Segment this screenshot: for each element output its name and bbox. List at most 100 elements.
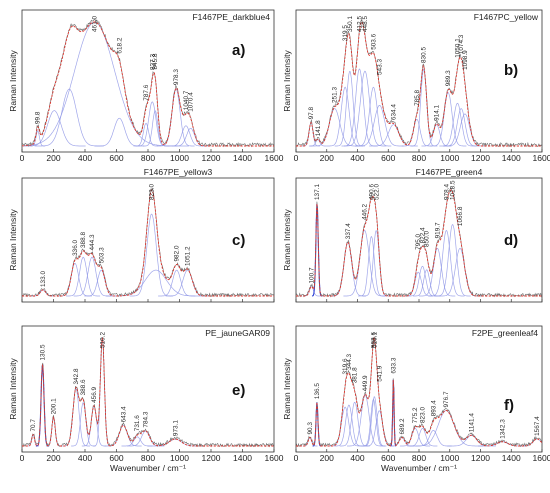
component-band [334,71,365,147]
peak-label: 543.3 [377,59,384,75]
x-tick-label: 1600 [265,453,284,463]
peak-label: 130.5 [40,344,47,360]
peak-label: 982.0 [174,245,181,261]
peak-label: 137.1 [314,184,321,200]
component-band [35,364,50,447]
peak-label: 775.2 [412,407,419,423]
peak-label: 1040.7 [183,90,190,110]
component-band [421,124,452,147]
component-band [399,427,431,447]
x-tick-label: 400 [78,153,92,163]
component-band [158,269,196,297]
peak-label: 850.0 [424,231,431,247]
component-band [334,404,365,447]
x-tick-label: 0 [294,453,299,463]
peak-label: 845.8 [152,53,159,69]
peak-label: 70.7 [30,419,37,432]
x-tick-label: 0 [20,453,25,463]
x-tick-label: 1200 [471,153,490,163]
peak-label: 510.2 [99,332,106,348]
peak-label: 251.3 [332,87,339,103]
component-band [66,256,101,297]
panel-title: PE_jauneGAR09 [205,328,270,338]
component-band [71,401,96,447]
peak-label: 381.8 [352,367,359,383]
peak-label: 1051.2 [185,246,192,266]
peak-label: 689.2 [399,418,406,434]
peak-label: 388.6 [80,379,87,395]
x-tick-label: 800 [141,153,155,163]
component-band [369,124,418,147]
y-axis-title: Raman Intensity [8,209,18,271]
peak-label: 448.5 [362,16,369,32]
peak-label: 893.4 [430,400,437,416]
peak-label: 90.3 [307,422,314,435]
component-band [428,230,465,297]
x-tick-label: 1000 [440,453,459,463]
component-band [129,213,174,297]
component-band [121,436,153,447]
y-axis-title: Raman Intensity [8,358,18,420]
peak-label: 1141.4 [469,413,476,433]
component-band [45,416,62,447]
peak-label: 541.9 [376,365,383,381]
plot-frame [21,9,275,153]
observed-spectrum [21,337,275,448]
panel-letter: e) [232,382,245,399]
peak-label: 388.8 [80,232,87,248]
x-tick-label: 800 [141,453,155,463]
x-tick-label: 400 [78,453,92,463]
x-tick-label: 1200 [471,453,490,463]
component-band [419,247,456,297]
x-tick-label: 600 [109,453,123,463]
fit-curve [296,21,542,147]
panel-letter: f) [504,397,514,414]
component-band [73,256,111,297]
peak-label: 784.3 [143,411,150,427]
x-tick-label: 1400 [233,453,252,463]
panel-letter: c) [232,232,245,249]
plot-frame [295,9,543,153]
x-tick-label: 1000 [170,453,189,463]
x-tick-label: 0 [294,153,299,163]
peak-label: 914.1 [434,104,441,120]
component-band [358,235,386,297]
x-tick-label: 1400 [233,153,252,163]
peak-label: 319.5 [342,25,349,41]
peak-label: 446.2 [362,203,369,219]
component-band [362,230,391,297]
x-tick-label: 1200 [202,153,221,163]
component-band [355,105,404,147]
y-axis-title: Raman Intensity [282,209,292,271]
peak-label: 919.7 [434,222,441,238]
x-tick-label: 800 [412,153,426,163]
peak-label: 618.2 [116,37,123,53]
peak-label: 827.3 [149,54,156,70]
observed-spectrum [21,18,275,148]
component-band [344,70,387,147]
component-band [133,122,159,147]
peak-label: 1074.3 [458,34,465,54]
component-band [312,402,322,447]
peak-label: 989.3 [445,70,452,86]
peak-label: 823.0 [420,407,427,423]
fit-curve [22,189,274,297]
peak-label: 633.3 [390,357,397,373]
peak-label: 787.6 [143,84,150,100]
panel-title: F1467PE_darkblue4 [192,12,270,22]
x-tick-label: 600 [381,153,395,163]
peak-label: 100.7 [309,267,316,283]
component-band [443,113,486,147]
fit-curve [296,189,542,297]
component-band [326,86,363,147]
peak-label: 350.1 [347,16,354,32]
component-band [302,286,321,297]
peak-label: 337.4 [345,223,352,239]
panel-letter: a) [232,42,245,59]
panel-title: F2PE_greenleaf4 [472,328,538,338]
peak-label: 978.4 [443,184,450,200]
peak-label: 136.5 [314,383,321,399]
